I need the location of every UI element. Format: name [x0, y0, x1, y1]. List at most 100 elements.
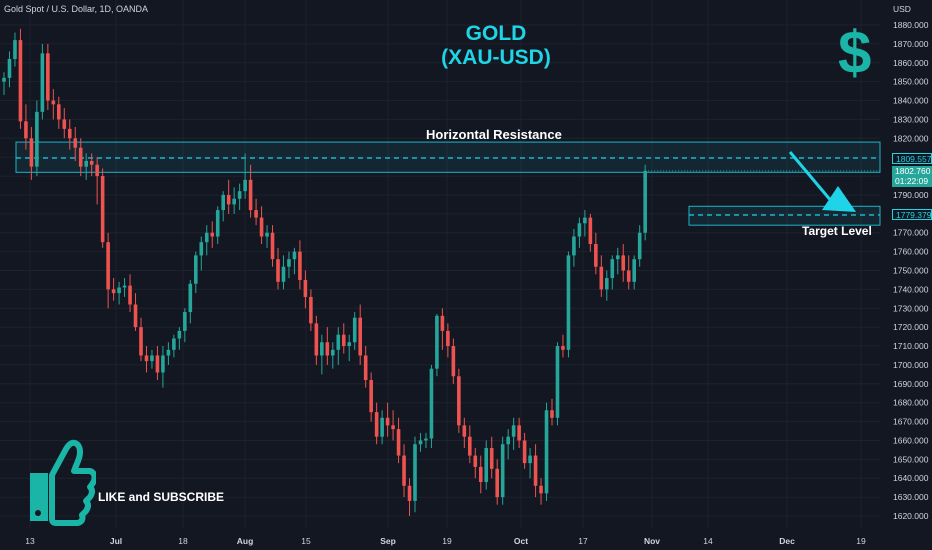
candle-body: [204, 232, 209, 243]
candle-body: [270, 232, 275, 260]
last-price-tag: 1802.760: [892, 166, 932, 177]
candle-body: [583, 217, 587, 224]
y-tick-label: 1860.000: [893, 58, 929, 68]
y-tick-label: 1870.000: [893, 39, 929, 49]
candle-body: [489, 448, 494, 469]
candle-body: [292, 251, 297, 260]
candle-body: [358, 317, 362, 356]
y-tick-label: 1710.000: [893, 341, 929, 351]
candle-body: [637, 232, 642, 260]
candle-body: [194, 255, 198, 284]
resistance-price-tag: 1809.557: [892, 153, 932, 164]
y-tick-label: 1770.000: [893, 228, 929, 238]
candle-body: [111, 289, 116, 294]
candle-body: [626, 270, 631, 282]
candle-body: [248, 179, 253, 211]
candle-body: [40, 53, 45, 112]
candle-body: [517, 425, 521, 441]
candle-body: [385, 417, 390, 426]
candle-body: [446, 330, 450, 347]
y-tick-label: 1690.000: [893, 379, 929, 389]
symbol-title[interactable]: Gold Spot / U.S. Dollar, 1D, OANDA: [4, 4, 149, 14]
candle-body: [237, 191, 242, 199]
candle-body: [166, 349, 171, 356]
candle-body: [396, 429, 401, 456]
candle-body: [336, 334, 341, 350]
candle-body: [276, 259, 280, 282]
candle-body: [341, 334, 346, 347]
candle-body: [561, 346, 565, 350]
y-tick-label: 1790.000: [893, 190, 929, 200]
countdown-tag: 01:22:09: [892, 176, 932, 187]
candle-body: [155, 355, 160, 373]
candle-body: [605, 278, 609, 290]
candle-body: [610, 259, 615, 279]
time-axis[interactable]: 13 Jul 18 Aug 15 Sep 19 Oct 17 Nov 14 Dec 19: [25, 536, 866, 546]
candle-body: [435, 315, 439, 369]
candle-body: [457, 376, 461, 426]
candle-body: [462, 425, 467, 437]
x-tick-label: 19: [856, 536, 866, 546]
candle-body: [314, 323, 319, 356]
candle-body: [309, 296, 313, 324]
axis-currency: USD: [893, 4, 911, 14]
target-price-tag: 1779.379: [892, 209, 932, 220]
candle-body: [369, 380, 373, 413]
arrow-down-right-icon: [788, 151, 834, 203]
candle-body: [2, 77, 6, 82]
candle-body: [35, 111, 39, 167]
y-tick-label: 1630.000: [893, 492, 929, 502]
candle-body: [51, 100, 56, 105]
candle-body: [221, 194, 225, 211]
candle-body: [380, 417, 384, 437]
candle-body: [210, 232, 215, 237]
candle-body: [150, 355, 154, 362]
candle-body: [161, 355, 165, 373]
candle-body: [615, 255, 620, 260]
candle-body: [500, 444, 505, 498]
candle-body: [254, 210, 258, 218]
y-tick-label: 1720.000: [893, 322, 929, 332]
x-tick-label: Sep: [380, 536, 396, 546]
chart-grid: [0, 0, 880, 528]
candle-body: [183, 312, 187, 331]
target-label: Target Level: [802, 224, 872, 238]
y-tick-label: 1730.000: [893, 303, 929, 313]
candle-body: [287, 259, 291, 267]
candle-body: [100, 176, 105, 243]
x-tick-label: Oct: [514, 536, 528, 546]
candle-body: [243, 179, 247, 192]
candle-body: [281, 266, 286, 282]
candle-body: [544, 410, 549, 494]
candle-body: [363, 355, 368, 381]
candle-body: [298, 251, 302, 280]
price-axis[interactable]: USD 1880.000 1870.000 1860.000 1850.000 1840.…: [893, 4, 929, 521]
candle-body: [495, 468, 499, 498]
candle-body: [402, 455, 406, 486]
candle-body: [46, 53, 50, 101]
x-tick-label: Aug: [237, 536, 254, 546]
candle-body: [177, 330, 182, 339]
candle-body: [7, 58, 12, 78]
y-tick-label: 1620.000: [893, 511, 929, 521]
arrow-head: [822, 186, 856, 212]
y-tick-label: 1640.000: [893, 473, 929, 483]
candle-body: [57, 104, 61, 120]
candle-body: [139, 327, 143, 356]
candle-body: [407, 485, 412, 501]
candle-body: [303, 279, 308, 297]
overlay: [645, 151, 880, 212]
candle-body: [172, 338, 176, 350]
candle-body: [572, 236, 576, 256]
candle-body: [478, 466, 483, 483]
candle-body: [128, 285, 132, 305]
candle-body: [594, 244, 598, 267]
x-tick-label: Nov: [644, 536, 660, 546]
candle-body: [215, 210, 220, 237]
candle-body: [484, 448, 489, 483]
candle-body: [259, 217, 264, 237]
candle-body: [117, 287, 121, 294]
candle-body: [599, 266, 604, 290]
candle-body: [347, 342, 352, 347]
